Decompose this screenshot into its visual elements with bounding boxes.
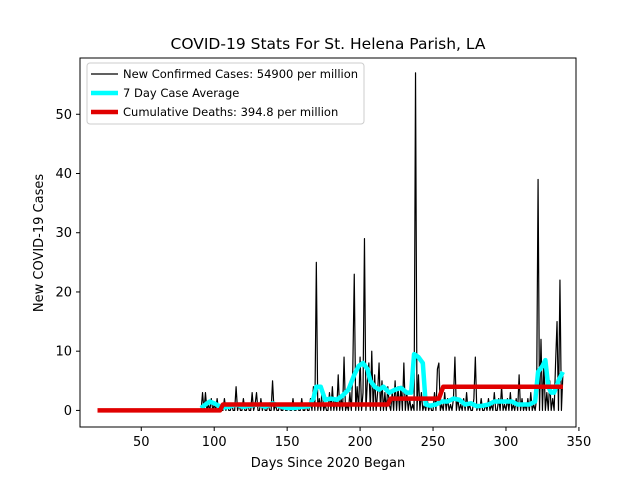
x-tick-label: 200	[348, 435, 373, 450]
axes-layer: 50 100 150 200 250 300 350 0 10 20 30 40 50	[55, 57, 592, 450]
legend-label-1: New Confirmed Cases: 54900 per million	[123, 67, 358, 81]
series-layer	[97, 72, 565, 413]
x-axis-label: Days Since 2020 Began	[251, 456, 406, 471]
legend: New Confirmed Cases: 54900 per million 7 …	[86, 62, 365, 125]
plot-frame	[79, 57, 577, 428]
y-axis-label: New COVID-19 Cases	[32, 174, 47, 312]
x-tick-label: 100	[202, 435, 227, 450]
legend-label-3: Cumulative Deaths: 394.8 per million	[123, 105, 338, 119]
y-tick-label: 0	[64, 404, 72, 419]
series-line-3	[97, 384, 563, 413]
y-tick-label: 50	[55, 108, 72, 123]
y-tick-label: 40	[55, 167, 72, 182]
y-tick-label: 20	[55, 285, 72, 300]
x-tick-label: 150	[275, 435, 300, 450]
y-tick-label: 30	[55, 226, 72, 241]
x-tick-label: 250	[421, 435, 446, 450]
x-tick-label: 350	[567, 435, 592, 450]
legend-label-2: 7 Day Case Average	[123, 86, 239, 100]
legend-box	[86, 62, 365, 125]
y-tick-label: 10	[55, 345, 72, 360]
x-tick-label: 50	[133, 435, 150, 450]
x-tick-label: 300	[494, 435, 519, 450]
chart-title: COVID-19 Stats For St. Helena Parish, LA	[171, 35, 486, 53]
